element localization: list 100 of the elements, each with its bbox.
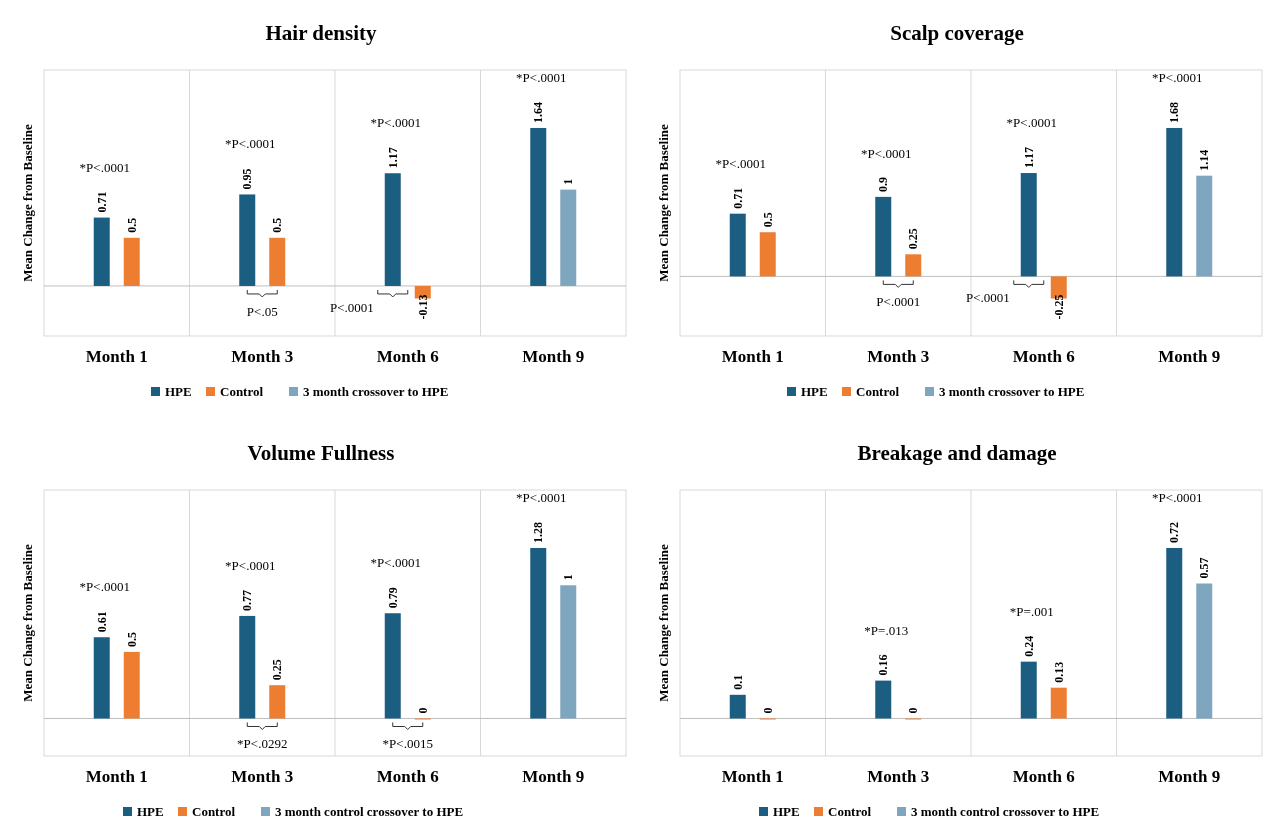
legend-label: 3 month control crossover to HPE [911, 804, 1100, 819]
bar [239, 615, 256, 719]
bar [1020, 661, 1037, 719]
data-label: 1.64 [531, 101, 546, 123]
bar [530, 547, 547, 719]
chart-title: Breakage and damage [857, 441, 1057, 465]
data-label: 0.79 [385, 587, 400, 609]
y-axis-title: Mean Change from Baseline [656, 124, 671, 282]
data-label: 0 [906, 707, 921, 714]
bar [759, 232, 776, 277]
text: P<.0001 [329, 299, 374, 315]
bar [269, 685, 286, 719]
bar [1196, 175, 1213, 277]
x-tick-label: Month 6 [376, 347, 439, 366]
data-label: 0 [760, 707, 775, 714]
text: *P<.0001 [1152, 69, 1203, 85]
annotation: P<.0001 [876, 294, 921, 310]
data-label: 0.1 [730, 674, 745, 690]
bar [269, 237, 286, 286]
annotation: *P<.0001 [715, 155, 766, 171]
bar [239, 194, 256, 286]
x-tick-label: Month 9 [522, 347, 585, 366]
annotation: *P<.0001 [225, 136, 276, 152]
text: *P<.0015 [382, 736, 433, 752]
bar [875, 196, 892, 277]
bar [1196, 583, 1213, 719]
bar [1166, 127, 1183, 277]
legend-label: HPE [165, 384, 192, 399]
bar [560, 189, 577, 286]
data-label: 0.61 [94, 611, 109, 633]
bar [1020, 173, 1037, 277]
chart-title: Hair density [265, 21, 378, 45]
legend-label: Control [856, 384, 900, 399]
bar [93, 217, 110, 286]
legend-label: 3 month crossover to HPE [303, 384, 449, 399]
x-tick-label: Month 1 [85, 767, 148, 786]
legend-label: HPE [137, 804, 164, 819]
data-label: 0.25 [906, 228, 921, 250]
data-label: 0.25 [270, 659, 285, 681]
chart-title: Volume Fullness [247, 441, 395, 465]
annotation: *P<.0001 [1006, 115, 1057, 131]
legend-label: Control [828, 804, 872, 819]
bar [905, 254, 922, 277]
x-tick-label: Month 6 [1012, 347, 1075, 366]
y-axis-title: Mean Change from Baseline [656, 544, 671, 702]
annotation: *P=.013 [864, 622, 909, 638]
bar [123, 237, 140, 286]
annotation: *P<.0001 [79, 159, 130, 175]
legend-label: HPE [801, 384, 828, 399]
x-tick-label: Month 9 [1158, 767, 1221, 786]
legend-label: Control [220, 384, 264, 399]
data-label: 0.5 [124, 217, 139, 233]
legend-label: Control [192, 804, 236, 819]
data-label: 1.68 [1167, 101, 1182, 123]
data-label: 0.71 [94, 191, 109, 213]
annotation: *P<.0001 [861, 145, 912, 161]
data-label: 0.71 [730, 187, 745, 209]
bar [729, 694, 746, 719]
data-label: 1.14 [1197, 149, 1212, 171]
y-axis-title: Mean Change from Baseline [20, 544, 35, 702]
data-label: 0.77 [240, 589, 255, 611]
annotation: *P=.001 [1009, 603, 1054, 619]
bar [1166, 547, 1183, 719]
legend-label: HPE [773, 804, 800, 819]
x-tick-label: Month 9 [522, 767, 585, 786]
data-label: 0.5 [270, 217, 285, 233]
text: P<.05 [246, 303, 278, 319]
data-label: -0.25 [1051, 294, 1066, 320]
text: *P<.0292 [237, 736, 288, 752]
bar [530, 127, 547, 286]
data-label: 1.17 [1021, 147, 1036, 169]
x-tick-label: Month 6 [376, 767, 439, 786]
data-label: 0.24 [1021, 635, 1036, 657]
annotation: *P<.0001 [225, 557, 276, 573]
bar [875, 680, 892, 719]
data-label: 0.72 [1167, 521, 1182, 543]
bar [1050, 687, 1067, 719]
x-tick-label: Month 1 [85, 347, 148, 366]
data-label: 0.13 [1051, 661, 1066, 683]
bar [123, 651, 140, 719]
data-label: 0.16 [876, 654, 891, 676]
x-tick-label: Month 3 [231, 767, 294, 786]
x-tick-label: Month 6 [1012, 767, 1075, 786]
chart-title: Scalp coverage [890, 21, 1024, 45]
text: *P<.0001 [1152, 489, 1203, 505]
data-label: 1 [561, 574, 576, 581]
data-label: 0.5 [760, 212, 775, 228]
data-label: 0.5 [124, 631, 139, 647]
legend-label: 3 month control crossover to HPE [275, 804, 464, 819]
x-tick-label: Month 3 [867, 767, 930, 786]
text: *P<.0001 [516, 69, 567, 85]
bar [560, 585, 577, 719]
data-label: 1 [561, 178, 576, 185]
data-label: 0.9 [876, 176, 891, 192]
bar [729, 213, 746, 277]
y-axis-title: Mean Change from Baseline [20, 124, 35, 282]
data-label: -0.13 [415, 294, 430, 320]
x-tick-label: Month 9 [1158, 347, 1221, 366]
annotation: *P<.0001 [370, 115, 421, 131]
text: *P<.0001 [516, 489, 567, 505]
